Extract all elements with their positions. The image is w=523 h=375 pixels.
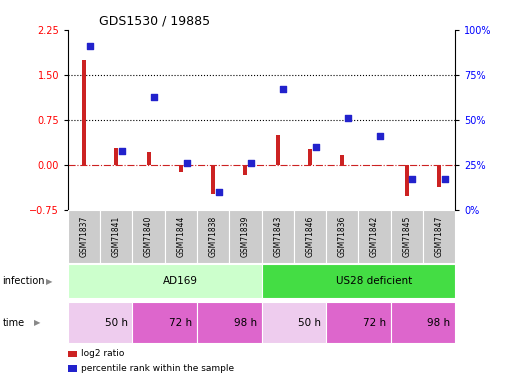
Text: GSM71838: GSM71838	[209, 216, 218, 257]
Text: 72 h: 72 h	[363, 318, 386, 327]
Text: GSM71836: GSM71836	[338, 216, 347, 257]
Text: GSM71841: GSM71841	[112, 216, 121, 257]
Point	[247, 160, 255, 166]
Bar	[115, 148, 118, 165]
Bar	[423, 210, 455, 262]
Bar	[276, 135, 280, 165]
Bar	[391, 302, 455, 343]
Text: infection: infection	[3, 276, 45, 286]
Text: time: time	[3, 318, 25, 327]
Bar	[100, 210, 132, 262]
Text: 98 h: 98 h	[234, 318, 257, 327]
Bar	[68, 210, 100, 262]
Point	[118, 148, 127, 154]
Bar	[82, 60, 86, 165]
Bar	[179, 165, 183, 172]
Text: GSM71846: GSM71846	[305, 216, 314, 257]
Text: GSM71837: GSM71837	[79, 216, 88, 257]
Bar	[262, 264, 455, 298]
Point	[215, 189, 223, 195]
Bar	[340, 155, 344, 165]
Bar	[326, 210, 358, 262]
Text: GSM71843: GSM71843	[273, 216, 282, 257]
Text: 50 h: 50 h	[105, 318, 128, 327]
Point	[279, 86, 288, 92]
Text: GSM71847: GSM71847	[435, 216, 444, 257]
Bar	[132, 210, 165, 262]
Bar	[437, 165, 441, 187]
Bar	[165, 210, 197, 262]
Bar	[146, 152, 151, 165]
Text: GSM71845: GSM71845	[402, 216, 411, 257]
Text: percentile rank within the sample: percentile rank within the sample	[81, 364, 234, 373]
Text: GSM71844: GSM71844	[176, 216, 185, 257]
Bar	[229, 210, 262, 262]
Bar	[68, 302, 132, 343]
Text: GDS1530 / 19885: GDS1530 / 19885	[99, 15, 210, 27]
Bar	[294, 210, 326, 262]
Text: GSM71839: GSM71839	[241, 216, 250, 257]
Bar	[391, 210, 423, 262]
Bar	[197, 210, 229, 262]
Bar	[358, 210, 391, 262]
Text: log2 ratio: log2 ratio	[81, 350, 124, 358]
Point	[150, 94, 158, 100]
Bar	[197, 302, 262, 343]
Bar	[308, 149, 312, 165]
Text: 72 h: 72 h	[169, 318, 192, 327]
Point	[86, 43, 94, 49]
Point	[408, 176, 417, 182]
Bar	[326, 302, 391, 343]
Point	[440, 176, 449, 182]
Text: 50 h: 50 h	[299, 318, 321, 327]
Point	[312, 144, 320, 150]
Bar	[211, 165, 215, 194]
Bar	[405, 165, 408, 196]
Text: GSM71842: GSM71842	[370, 216, 379, 257]
Text: 98 h: 98 h	[427, 318, 450, 327]
Bar	[68, 264, 262, 298]
Point	[183, 160, 191, 166]
Point	[344, 115, 352, 121]
Text: AD169: AD169	[163, 276, 198, 286]
Text: US28 deficient: US28 deficient	[336, 276, 413, 286]
Bar	[132, 302, 197, 343]
Point	[376, 133, 384, 139]
Bar	[262, 210, 294, 262]
Text: ▶: ▶	[46, 277, 52, 286]
Bar	[372, 165, 377, 166]
Text: GSM71840: GSM71840	[144, 216, 153, 257]
Text: ▶: ▶	[34, 318, 40, 327]
Bar	[262, 302, 326, 343]
Bar	[243, 165, 247, 175]
